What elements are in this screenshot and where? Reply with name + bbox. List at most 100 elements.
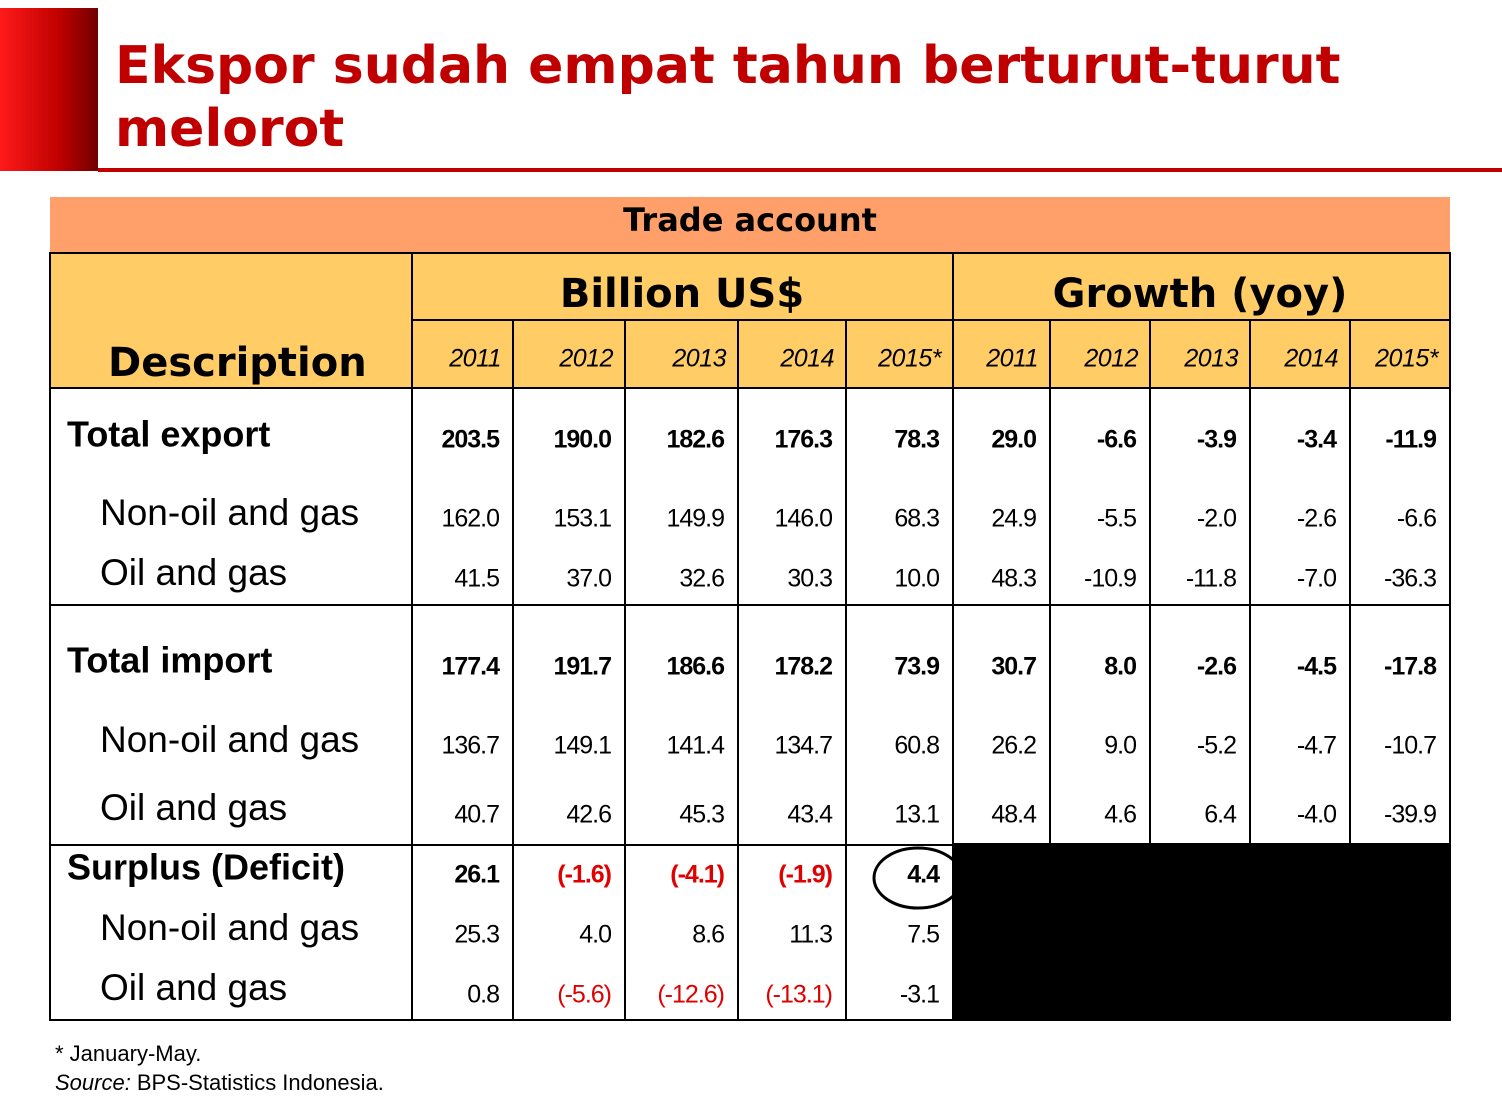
cell: (-4.1) <box>670 861 724 889</box>
cell: 13.1 <box>894 801 939 829</box>
cell: 4.0 <box>579 921 611 949</box>
source-label: Source: <box>55 1070 131 1095</box>
year-header: 2014 <box>1283 345 1338 373</box>
title-accent <box>0 8 98 171</box>
cell: 41.5 <box>454 565 499 593</box>
cell: 178.2 <box>774 653 832 681</box>
title-rule <box>98 168 1502 172</box>
grid <box>49 252 1451 1021</box>
highlight-circle <box>872 846 964 910</box>
cell: 186.6 <box>666 653 724 681</box>
group-header: Billion US$ <box>560 271 804 317</box>
cell: -2.0 <box>1197 505 1236 533</box>
cell: 182.6 <box>666 426 724 454</box>
cell: 177.4 <box>441 653 500 681</box>
cell: -6.6 <box>1097 426 1136 454</box>
cell: -10.7 <box>1384 732 1436 760</box>
row-label: Oil and gas <box>100 967 287 1008</box>
cell: 4.6 <box>1104 801 1136 829</box>
group-header: Growth (yoy) <box>1053 271 1348 317</box>
cell: 68.3 <box>894 505 939 533</box>
cell: 32.6 <box>679 565 724 593</box>
cell: 9.0 <box>1104 732 1136 760</box>
year-header: 2012 <box>558 345 613 373</box>
cell: 40.7 <box>454 801 499 829</box>
title: melorot <box>115 99 344 159</box>
cell: -5.5 <box>1097 505 1136 533</box>
cell: -3.4 <box>1297 426 1337 454</box>
cell: 146.0 <box>774 505 832 533</box>
cell: (-12.6) <box>657 981 724 1009</box>
cell: 73.9 <box>894 653 939 681</box>
cell: 24.9 <box>991 505 1036 533</box>
cell: 7.5 <box>907 921 939 949</box>
source-text: BPS-Statistics Indonesia. <box>137 1070 384 1095</box>
year-header: 2013 <box>671 345 726 373</box>
cell: 30.7 <box>991 653 1036 681</box>
cell: 203.5 <box>441 426 500 454</box>
row-label: Non-oil and gas <box>100 719 359 760</box>
year-header: 2012 <box>1083 345 1138 373</box>
year-header: 2013 <box>1183 345 1238 373</box>
cell: -3.1 <box>900 981 939 1009</box>
cell: 48.4 <box>991 801 1037 829</box>
row-label: Surplus (Deficit) <box>67 847 345 888</box>
cell: -10.9 <box>1084 565 1136 593</box>
cell: -5.2 <box>1197 732 1236 760</box>
cell: -7.0 <box>1297 565 1336 593</box>
cell: 37.0 <box>566 565 611 593</box>
row-label: Non-oil and gas <box>100 907 359 948</box>
year-header: 2015* <box>1374 345 1440 373</box>
cell: -3.9 <box>1197 426 1236 454</box>
cell: 190.0 <box>553 426 611 454</box>
cell: 8.6 <box>692 921 724 949</box>
cell: 11.3 <box>789 921 832 949</box>
row-label: Non-oil and gas <box>100 492 359 533</box>
cell: 134.7 <box>774 732 832 760</box>
cell: (-1.6) <box>557 861 611 889</box>
cell: 4.4 <box>907 861 940 889</box>
cell: 6.4 <box>1204 801 1237 829</box>
cell: 45.3 <box>679 801 724 829</box>
cell: 25.3 <box>454 921 499 949</box>
cell: -39.9 <box>1384 801 1436 829</box>
cell: 30.3 <box>787 565 832 593</box>
row-label: Total export <box>67 414 270 455</box>
cell: -17.8 <box>1384 653 1437 681</box>
year-header: 2014 <box>779 345 834 373</box>
cell: 149.1 <box>553 732 611 760</box>
cell: -4.5 <box>1297 653 1337 681</box>
cell: 43.4 <box>787 801 833 829</box>
cell: -6.6 <box>1397 505 1436 533</box>
cell: -4.0 <box>1297 801 1336 829</box>
row-label: Total import <box>67 640 272 681</box>
table-caption: Trade account <box>623 201 877 239</box>
cell: -11.8 <box>1186 565 1236 593</box>
caption-bg <box>50 197 1450 253</box>
cell: -36.3 <box>1384 565 1436 593</box>
cell: 78.3 <box>894 426 939 454</box>
source: Source: BPS-Statistics Indonesia. <box>55 1070 384 1095</box>
cell: -11.9 <box>1385 426 1436 454</box>
cell: 136.7 <box>441 732 499 760</box>
cell: (-5.6) <box>557 981 611 1009</box>
cell: -2.6 <box>1297 505 1336 533</box>
cell: -2.6 <box>1197 653 1236 681</box>
cell: -4.7 <box>1297 732 1336 760</box>
year-header: 2015* <box>877 345 943 373</box>
cell: (-1.9) <box>778 861 832 889</box>
cell: 0.8 <box>467 981 499 1009</box>
cell: 26.2 <box>991 732 1036 760</box>
year-header: 2011 <box>985 345 1038 373</box>
cell: (-13.1) <box>765 981 832 1009</box>
cell: 42.6 <box>566 801 611 829</box>
row-label: Oil and gas <box>100 552 287 593</box>
cell: 149.9 <box>666 505 724 533</box>
year-header: 2011 <box>448 345 501 373</box>
cell: 176.3 <box>774 426 832 454</box>
cell: 153.1 <box>553 505 611 533</box>
cell: 48.3 <box>991 565 1036 593</box>
cell: 141.4 <box>666 732 725 760</box>
cell: 29.0 <box>991 426 1036 454</box>
